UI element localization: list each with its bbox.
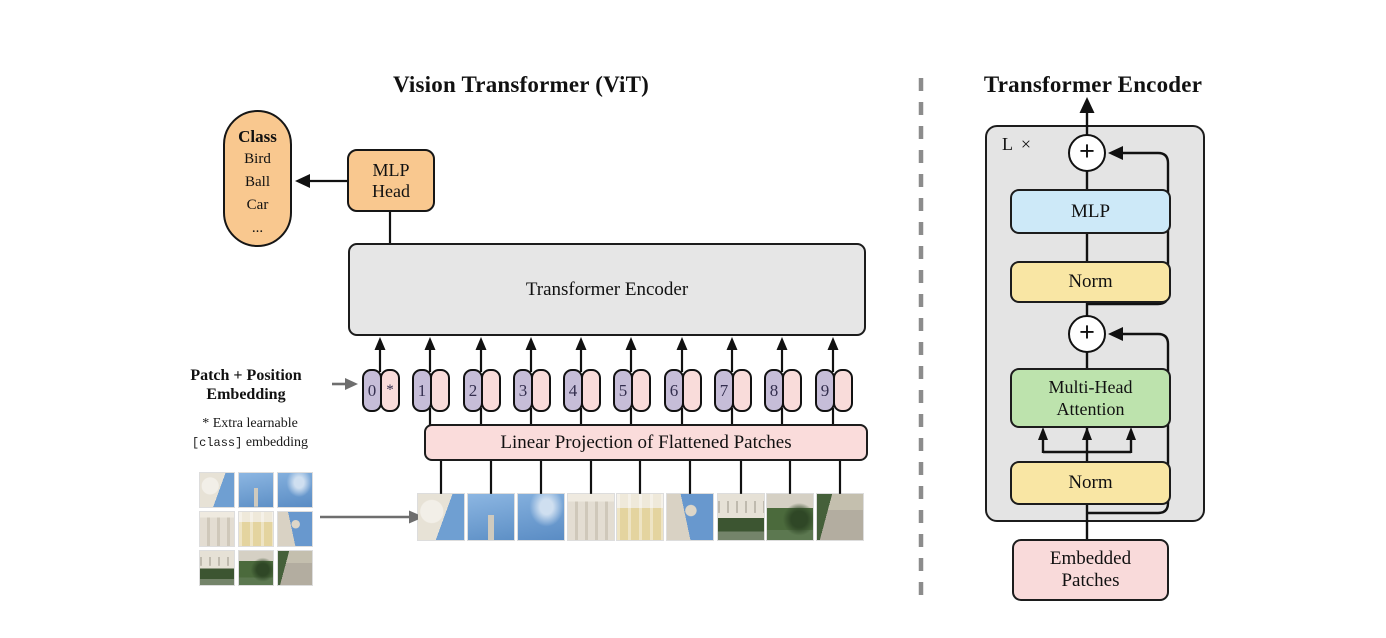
- class-item: Car: [246, 197, 269, 213]
- grid-patch-5: [238, 511, 274, 547]
- grid-patch-9: [277, 550, 313, 586]
- class-item: Ball: [245, 174, 270, 190]
- flattened-patch-9: [816, 493, 864, 541]
- grid-patch-8: [238, 550, 274, 586]
- token-9-position: 9: [815, 369, 835, 412]
- mlp-head-label-line1: MLP: [372, 159, 410, 180]
- mlp-label: MLP: [1070, 200, 1111, 222]
- flattened-patch-7: [717, 493, 765, 541]
- flattened-patch-2: [467, 493, 515, 541]
- gray-arrows: [320, 382, 411, 519]
- mlp-box: MLP: [1010, 189, 1171, 234]
- grid-patch-2: [238, 472, 274, 508]
- token-8: 8: [764, 369, 802, 412]
- token-6-position: 6: [664, 369, 684, 412]
- token-9: 9: [815, 369, 853, 412]
- flattened-patch-6: [666, 493, 714, 541]
- grid-patch-3: [277, 472, 313, 508]
- token-5-patch-embedding: [631, 369, 651, 412]
- token-1-patch-embedding: [430, 369, 450, 412]
- right-title: Transformer Encoder: [983, 72, 1203, 97]
- token-9-patch-embedding: [833, 369, 853, 412]
- norm-top-label: Norm: [1068, 271, 1113, 292]
- residual-add-top: +: [1068, 134, 1106, 172]
- patch-position-embedding-label: Patch + Position Embedding: [190, 367, 302, 403]
- grid-patch-4: [199, 511, 235, 547]
- token-2: 2: [463, 369, 501, 412]
- flattened-patch-3: [517, 493, 565, 541]
- token-8-position: 8: [764, 369, 784, 412]
- note-line2: [class] embedding: [191, 435, 309, 450]
- token-1-position: 1: [412, 369, 432, 412]
- norm-bottom-label: Norm: [1068, 472, 1113, 493]
- token-3-patch-embedding: [531, 369, 551, 412]
- token-0: 0 *: [362, 369, 400, 412]
- gray-arrowheads: [345, 378, 424, 524]
- multi-head-attention-box: Multi-Head Attention: [1010, 368, 1171, 428]
- token-2-position: 2: [463, 369, 483, 412]
- mlp-head-box: MLP Head: [347, 149, 435, 212]
- left-connectors: [309, 179, 842, 496]
- token-6: 6: [664, 369, 702, 412]
- class-item: ...: [251, 220, 264, 236]
- left-arrowheads: [295, 174, 839, 350]
- grid-patch-6: [277, 511, 313, 547]
- flattened-patch-5: [616, 493, 664, 541]
- norm-top-box: Norm: [1010, 261, 1171, 303]
- linear-projection-box: Linear Projection of Flattened Patches: [424, 424, 868, 461]
- token-5: 5: [613, 369, 651, 412]
- token-7-position: 7: [714, 369, 734, 412]
- token-5-position: 5: [613, 369, 633, 412]
- norm-bottom-box: Norm: [1010, 461, 1171, 505]
- loop-count-label: L ×: [1002, 134, 1033, 154]
- flattened-patch-8: [766, 493, 814, 541]
- class-pill-header: Class: [238, 127, 277, 146]
- right-arrowheads: [1038, 97, 1136, 440]
- class-embedding-note: * Extra learnable [class] embedding: [152, 414, 348, 453]
- flattened-patch-4: [567, 493, 615, 541]
- token-2-patch-embedding: [481, 369, 501, 412]
- input-image-patch-grid: [199, 472, 313, 586]
- token-3-position: 3: [513, 369, 533, 412]
- linear-projection-label: Linear Projection of Flattened Patches: [500, 431, 792, 453]
- token-3: 3: [513, 369, 551, 412]
- token-7-patch-embedding: [732, 369, 752, 412]
- token-1: 1: [412, 369, 450, 412]
- token-8-patch-embedding: [782, 369, 802, 412]
- flattened-patch-1: [417, 493, 465, 541]
- residual-add-bottom: +: [1068, 315, 1106, 353]
- transformer-encoder-label: Transformer Encoder: [525, 278, 689, 300]
- token-7: 7: [714, 369, 752, 412]
- note-line1: * Extra learnable: [202, 416, 298, 431]
- token-0-class-embedding: *: [380, 369, 400, 412]
- mlp-head-label-line2: Head: [372, 180, 410, 201]
- class-output-pill: Class Bird Ball Car ...: [223, 110, 292, 247]
- grid-patch-7: [199, 550, 235, 586]
- transformer-encoder-box: Transformer Encoder: [348, 243, 866, 336]
- plus-icon: +: [1079, 136, 1095, 166]
- class-item: Bird: [244, 151, 271, 167]
- token-0-position: 0: [362, 369, 382, 412]
- token-4-patch-embedding: [581, 369, 601, 412]
- class-token-code: [class]: [191, 436, 243, 450]
- plus-icon: +: [1079, 317, 1095, 347]
- token-6-patch-embedding: [682, 369, 702, 412]
- token-4-position: 4: [563, 369, 583, 412]
- grid-patch-1: [199, 472, 235, 508]
- embedded-patches-box: Embedded Patches: [1012, 539, 1169, 601]
- token-4: 4: [563, 369, 601, 412]
- left-title: Vision Transformer (ViT): [392, 72, 650, 97]
